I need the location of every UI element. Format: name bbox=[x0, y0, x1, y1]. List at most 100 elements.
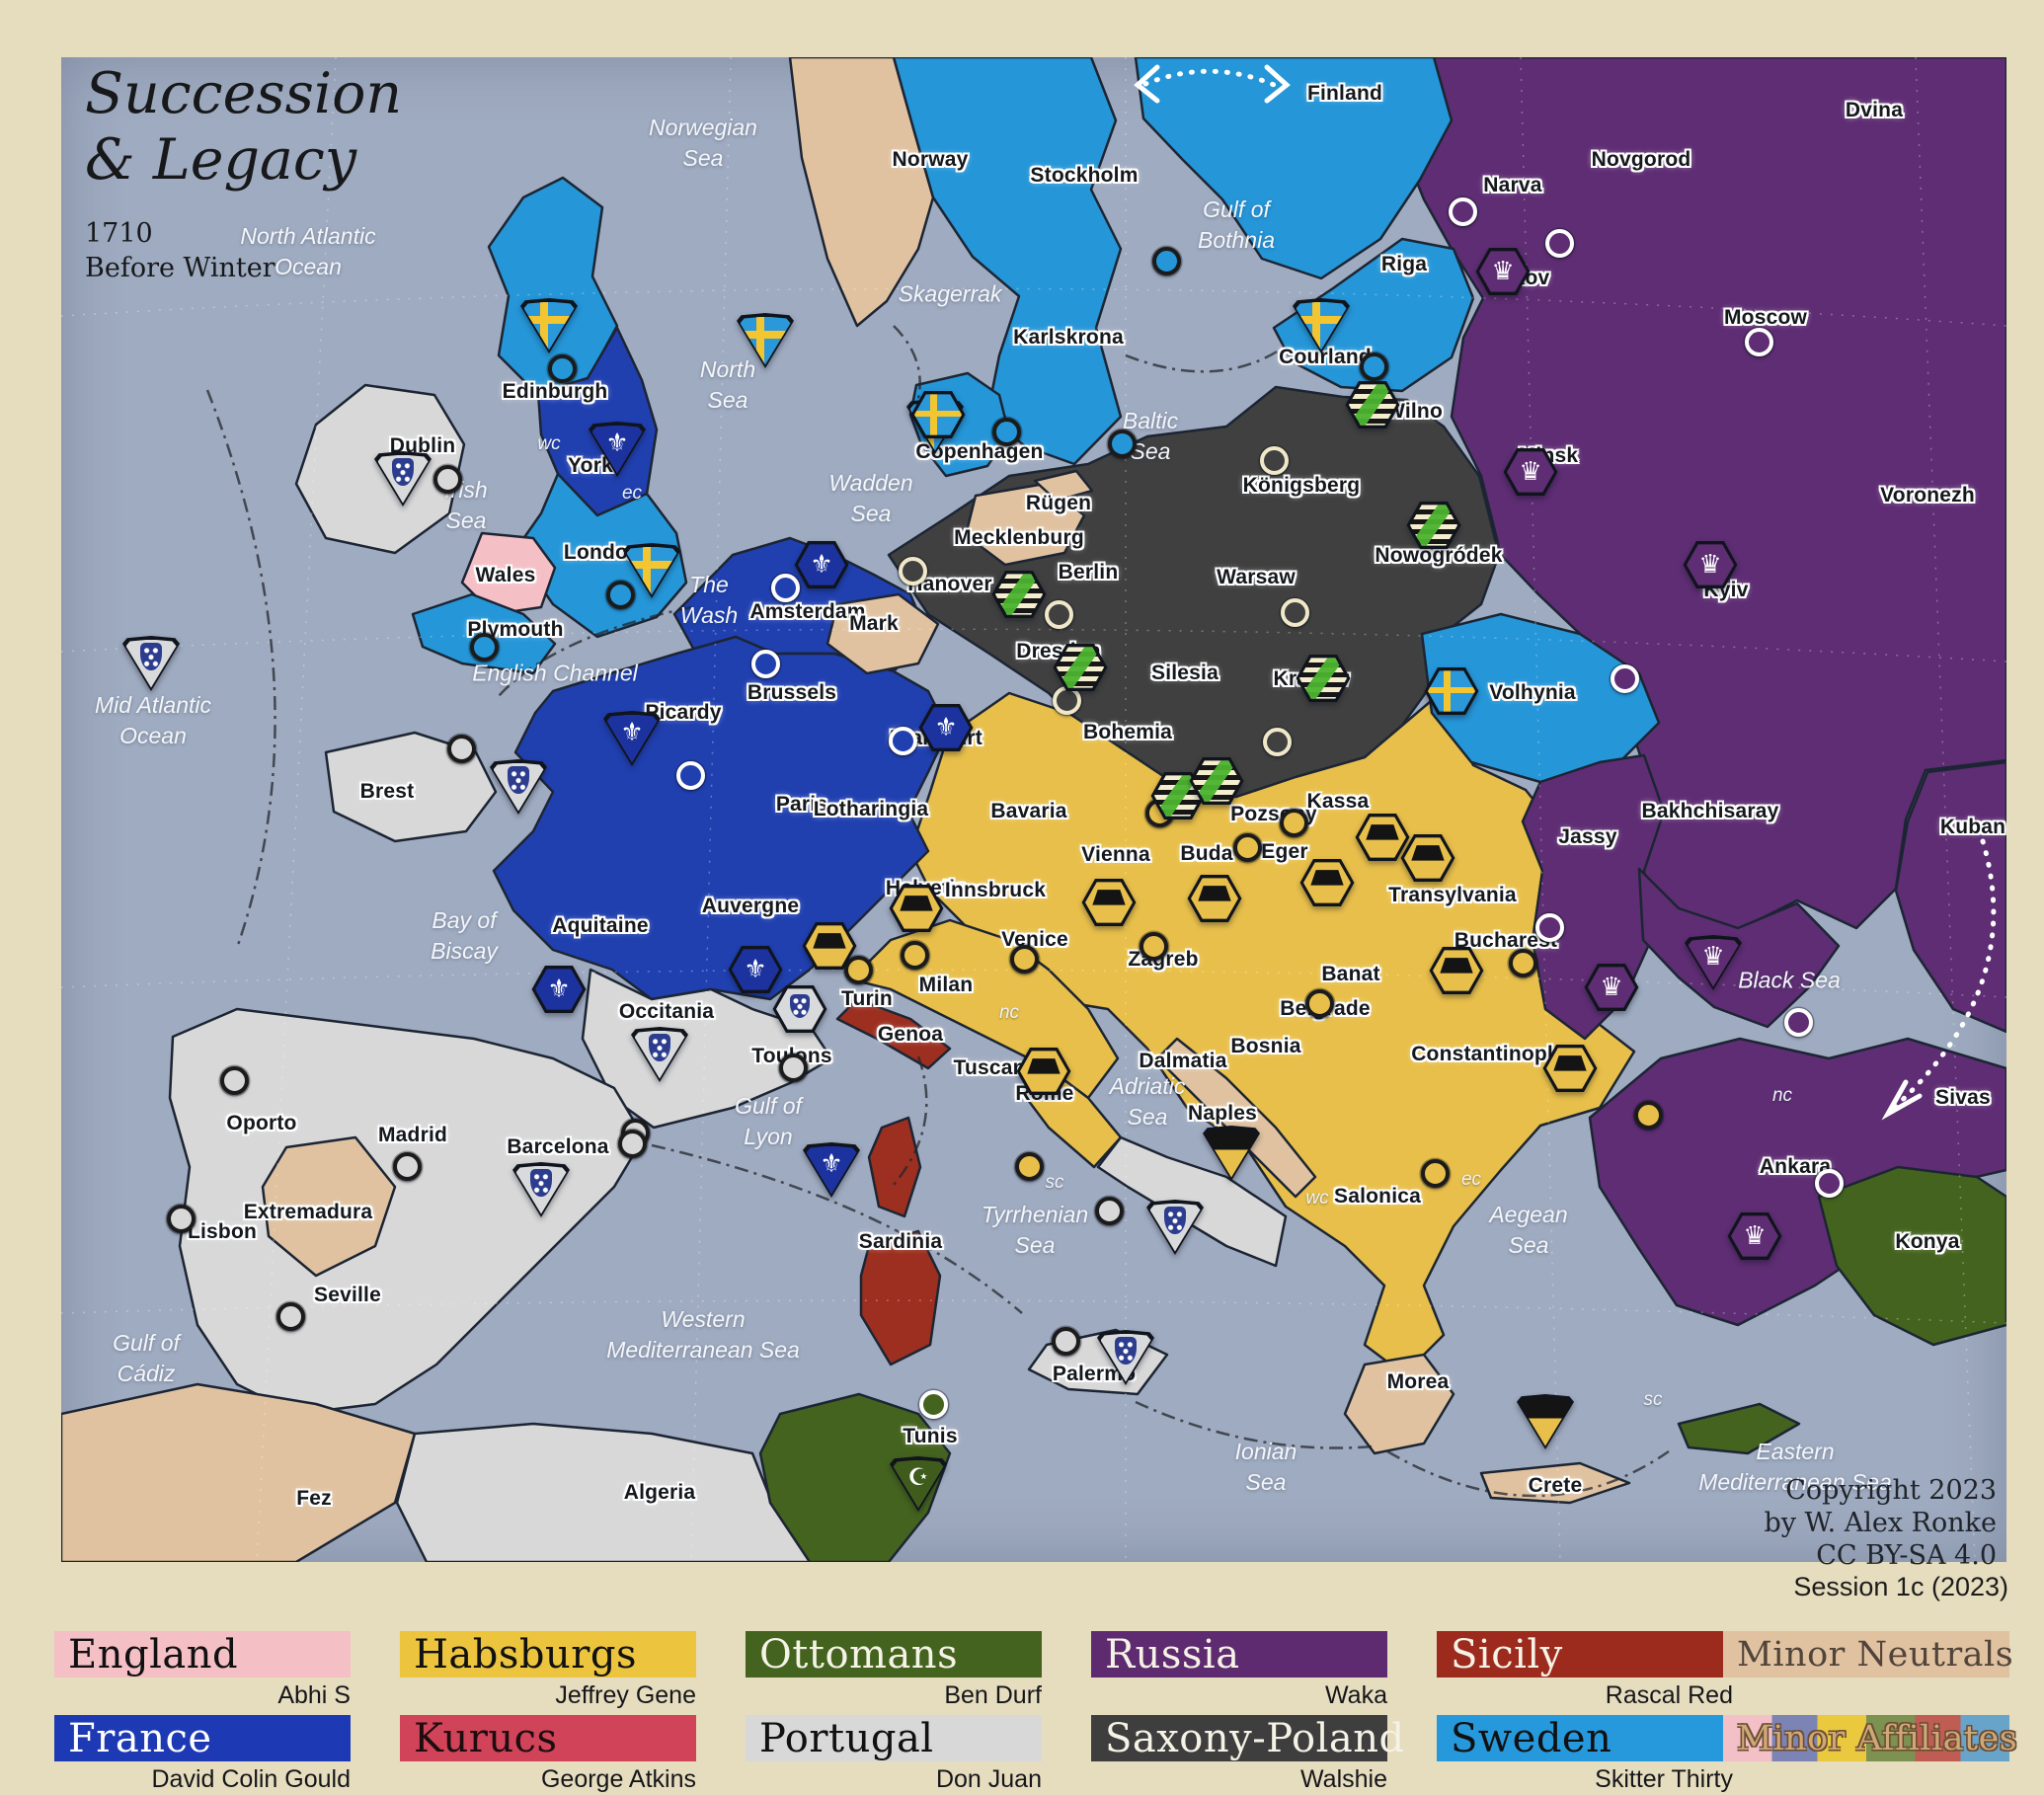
habsburg-army-unit[interactable] bbox=[1355, 813, 1410, 862]
territory-label[interactable]: Innsbruck bbox=[944, 879, 1047, 901]
saxony-army-unit[interactable] bbox=[1345, 380, 1400, 429]
territory-label[interactable]: Turin bbox=[841, 987, 893, 1010]
territory-label[interactable]: Karlskrona bbox=[1013, 326, 1124, 349]
territory-label[interactable]: Lisbon bbox=[187, 1220, 258, 1243]
territory-label[interactable]: Genoa bbox=[877, 1023, 944, 1046]
portugal-fleet-unit[interactable] bbox=[1097, 1330, 1154, 1385]
territory-label[interactable]: Voronezh bbox=[1880, 484, 1975, 507]
territory-label[interactable]: Milan bbox=[918, 974, 974, 996]
habsburg-army-unit[interactable] bbox=[889, 884, 944, 933]
russia-army-unit[interactable]: ♛ bbox=[1475, 247, 1531, 296]
habsburg-army-unit[interactable] bbox=[802, 921, 857, 971]
habsburg-army-unit[interactable] bbox=[1400, 833, 1455, 883]
territory-label[interactable]: Transylvania bbox=[1388, 884, 1517, 906]
sweden-army-unit[interactable] bbox=[910, 390, 966, 439]
territory-label[interactable]: Picardy bbox=[645, 701, 722, 724]
russia-army-unit[interactable]: ♛ bbox=[1683, 540, 1738, 589]
france-fleet-unit[interactable]: ⚜ bbox=[803, 1142, 860, 1198]
portugal-fleet-unit[interactable] bbox=[122, 636, 180, 691]
territory-label[interactable]: Wales bbox=[475, 564, 536, 586]
ottoman-fleet-unit[interactable]: ☪ bbox=[890, 1456, 947, 1512]
territory-label[interactable]: Palermo bbox=[1052, 1363, 1137, 1385]
sweden-fleet-unit[interactable] bbox=[737, 313, 794, 368]
territory-label[interactable]: Mark bbox=[849, 612, 899, 635]
territory-label[interactable]: Salonica bbox=[1334, 1185, 1421, 1208]
territory-label[interactable]: Kuban bbox=[1939, 816, 2006, 838]
habsburg-army-unit[interactable] bbox=[1187, 874, 1242, 923]
habsburg-army-unit[interactable] bbox=[1081, 878, 1137, 927]
territory-label[interactable]: Fez bbox=[296, 1487, 332, 1510]
territory-label[interactable]: Bucharest bbox=[1454, 929, 1558, 952]
territory-label[interactable]: London bbox=[563, 541, 642, 564]
territory-label[interactable]: Bavaria bbox=[990, 800, 1067, 822]
saxony-army-unit[interactable] bbox=[991, 570, 1047, 619]
territory-label[interactable]: Stockholm bbox=[1030, 164, 1139, 187]
territory-label[interactable]: Brussels bbox=[747, 681, 837, 704]
territory-label[interactable]: Occitania bbox=[618, 1000, 715, 1023]
territory-label[interactable]: Seville bbox=[314, 1284, 381, 1306]
territory-label[interactable]: Warsaw bbox=[1217, 566, 1296, 588]
saxony-army-unit[interactable] bbox=[1406, 501, 1461, 550]
territory-label[interactable]: Sivas bbox=[1935, 1086, 1991, 1109]
portugal-fleet-unit[interactable] bbox=[631, 1027, 688, 1082]
territory-label[interactable]: Jassy bbox=[1558, 825, 1617, 848]
territory-label[interactable]: Bosnia bbox=[1230, 1035, 1301, 1057]
territory-label[interactable]: Hanover bbox=[907, 573, 992, 595]
territory-label[interactable]: Konya bbox=[1895, 1230, 1960, 1253]
territory-label[interactable]: Auvergne bbox=[701, 895, 800, 917]
territory-label[interactable]: Courland bbox=[1279, 346, 1372, 368]
territory-label[interactable]: Amsterdam bbox=[749, 600, 866, 623]
territory-label[interactable]: Oporto bbox=[226, 1112, 297, 1134]
territory-label[interactable]: Bakhchisaray bbox=[1641, 800, 1779, 822]
sweden-fleet-unit[interactable] bbox=[1293, 298, 1350, 353]
france-fleet-unit[interactable]: ⚜ bbox=[589, 422, 646, 477]
portugal-fleet-unit[interactable] bbox=[374, 451, 432, 507]
territory-label[interactable]: Norway bbox=[892, 148, 969, 171]
territory-label[interactable]: Berlin bbox=[1058, 561, 1119, 584]
territory-label[interactable]: Naples bbox=[1187, 1102, 1258, 1125]
territory-label[interactable]: Vienna bbox=[1081, 843, 1150, 866]
territory-label[interactable]: Königsberg bbox=[1242, 474, 1361, 497]
russia-army-unit[interactable]: ♛ bbox=[1503, 447, 1558, 497]
territory-label[interactable]: Extremadura bbox=[243, 1201, 373, 1223]
russia-army-unit[interactable]: ♛ bbox=[1727, 1211, 1782, 1261]
territory-label[interactable]: Copenhagen bbox=[915, 440, 1044, 463]
saxony-army-unit[interactable] bbox=[1053, 643, 1108, 692]
habsburg-fleet-unit[interactable] bbox=[1203, 1126, 1260, 1181]
territory-label[interactable]: Silesia bbox=[1151, 662, 1219, 684]
territory-label[interactable]: Eger bbox=[1261, 840, 1308, 863]
territory-label[interactable]: Dublin bbox=[389, 434, 456, 457]
saxony-army-unit[interactable] bbox=[1296, 654, 1351, 703]
territory-label[interactable]: Novgorod bbox=[1591, 148, 1691, 171]
territory-label[interactable]: Morea bbox=[1386, 1370, 1450, 1393]
france-army-unit[interactable]: ⚜ bbox=[918, 703, 974, 752]
france-army-unit[interactable]: ⚜ bbox=[794, 540, 849, 589]
territory-label[interactable]: Nowogródek bbox=[1375, 544, 1503, 567]
territory-label[interactable]: Aquitaine bbox=[552, 914, 649, 937]
france-army-unit[interactable]: ⚜ bbox=[728, 945, 783, 994]
territory-label[interactable]: Madrid bbox=[377, 1124, 448, 1146]
france-fleet-unit[interactable]: ⚜ bbox=[603, 711, 661, 766]
territory-label[interactable]: Finland bbox=[1306, 82, 1383, 105]
portugal-army-unit[interactable] bbox=[772, 984, 827, 1034]
territory-label[interactable]: Dvina bbox=[1845, 99, 1904, 121]
territory-label[interactable]: Brest bbox=[359, 780, 415, 803]
territory-label[interactable]: Lotharingia bbox=[813, 798, 929, 820]
territory-label[interactable]: Mecklenburg bbox=[954, 526, 1084, 549]
territory-label[interactable]: Wilno bbox=[1385, 400, 1443, 423]
france-army-unit[interactable]: ⚜ bbox=[531, 965, 587, 1014]
habsburg-army-unit[interactable] bbox=[1542, 1044, 1598, 1093]
territory-label[interactable]: Bohemia bbox=[1082, 721, 1173, 743]
habsburg-army-unit[interactable] bbox=[1299, 858, 1355, 907]
territory-label[interactable]: Barcelona bbox=[507, 1135, 609, 1158]
russia-army-unit[interactable]: ♛ bbox=[1584, 963, 1639, 1012]
territory-label[interactable]: Edinburgh bbox=[502, 380, 608, 403]
sweden-fleet-unit[interactable] bbox=[623, 543, 680, 598]
portugal-fleet-unit[interactable] bbox=[490, 759, 547, 815]
portugal-fleet-unit[interactable] bbox=[512, 1162, 570, 1217]
territory-label[interactable]: Tuscany bbox=[953, 1056, 1038, 1079]
saxony-army-unit[interactable] bbox=[1189, 756, 1244, 806]
territory-label[interactable]: Crete bbox=[1528, 1474, 1583, 1497]
territory-label[interactable]: Volhynia bbox=[1489, 681, 1576, 704]
sweden-fleet-unit[interactable] bbox=[520, 298, 578, 353]
